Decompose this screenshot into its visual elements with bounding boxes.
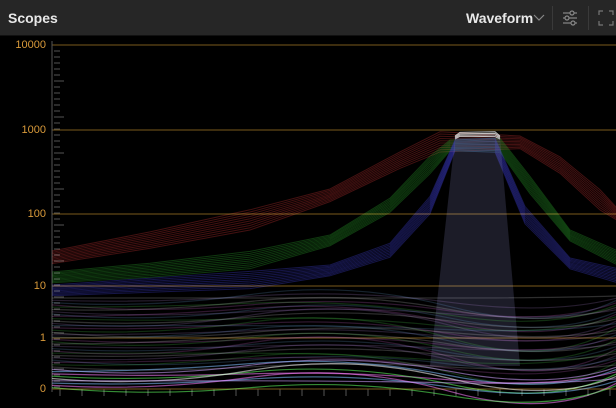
waveform-noise <box>51 329 616 342</box>
waveform-trace <box>51 131 616 252</box>
settings-icon[interactable] <box>561 9 579 27</box>
waveform-trace <box>51 139 616 274</box>
waveform-trace <box>454 131 501 137</box>
waveform-noise <box>51 360 616 385</box>
waveform-trace <box>51 140 616 275</box>
waveform-noise <box>51 296 616 320</box>
waveform-trace <box>51 145 616 292</box>
waveform-noise <box>51 293 616 309</box>
waveform-trace <box>51 143 616 278</box>
waveform-trace <box>454 134 501 139</box>
scale-label: 1000 <box>22 124 46 136</box>
waveform-noise <box>51 312 616 329</box>
waveform-noise <box>51 372 616 405</box>
waveform-trace <box>51 149 616 296</box>
separator <box>588 6 589 30</box>
expand-icon[interactable] <box>597 9 615 27</box>
waveform-trace <box>51 143 616 260</box>
dropdown-chevron[interactable] <box>533 11 545 23</box>
waveform-trace <box>51 140 616 288</box>
waveform-trace <box>51 150 616 297</box>
waveform-noise <box>51 356 616 375</box>
scale-label: 10 <box>34 280 46 292</box>
waveform-noise <box>51 359 616 381</box>
scale-label: 10000 <box>15 39 46 51</box>
waveform-noise <box>51 301 616 322</box>
waveform-trace <box>51 146 616 263</box>
waveform-trace <box>51 143 616 291</box>
waveform-noise <box>51 348 616 362</box>
waveform-trace <box>454 132 501 138</box>
waveform-noise <box>51 344 616 372</box>
scale-label: 0 <box>40 383 46 395</box>
waveform-noise <box>51 376 616 394</box>
waveform-trace <box>51 145 616 279</box>
waveform-trace <box>454 135 501 140</box>
waveform-trace <box>51 139 616 287</box>
mode-dropdown[interactable]: Waveform <box>466 10 534 26</box>
waveform-trace <box>51 137 616 286</box>
scale-label: 100 <box>28 208 46 220</box>
waveform-trace <box>51 147 616 281</box>
waveform-trace <box>51 142 616 277</box>
waveform-trace <box>51 149 616 283</box>
waveform-trace <box>51 142 616 259</box>
waveform-trace <box>51 142 616 290</box>
waveform-trace <box>51 150 616 284</box>
waveform-trace <box>51 146 616 280</box>
waveform-noise <box>51 383 616 403</box>
waveform-trace <box>51 135 616 255</box>
waveform-trace <box>51 133 616 253</box>
waveform-noise <box>52 378 616 384</box>
waveform-trace <box>51 148 616 265</box>
waveform-trace <box>51 140 616 258</box>
waveform-trace <box>51 146 616 293</box>
waveform-trace <box>51 138 616 256</box>
waveform-fill <box>430 138 520 366</box>
waveform-noise <box>51 332 616 353</box>
waveform-trace <box>51 137 616 273</box>
waveform-noise <box>51 305 616 333</box>
separator <box>552 6 553 30</box>
header-bar: Scopes Waveform <box>0 0 616 36</box>
panel-title: Scopes <box>8 10 58 26</box>
scale-label: 1 <box>40 332 46 344</box>
waveform-trace <box>51 147 616 294</box>
waveform-trace <box>51 145 616 262</box>
